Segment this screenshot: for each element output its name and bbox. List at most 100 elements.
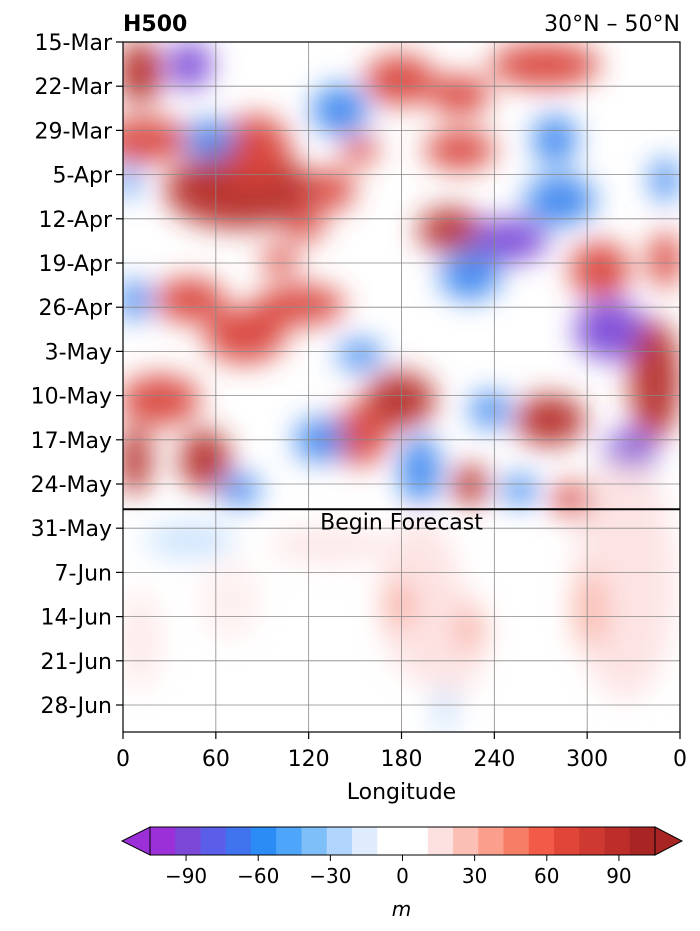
forecast-anomaly-blob bbox=[386, 580, 414, 630]
anomaly-blob bbox=[155, 278, 225, 322]
anomaly-blob bbox=[418, 208, 482, 252]
anomaly-blob bbox=[123, 42, 162, 104]
anomaly-blob bbox=[338, 340, 382, 370]
colorbar-segment bbox=[579, 827, 605, 855]
y-tick-label: 22-Mar bbox=[35, 75, 113, 100]
grid-lines bbox=[123, 42, 680, 732]
y-tick-label: 31-May bbox=[31, 517, 112, 542]
forecast-anomaly-blob bbox=[456, 605, 484, 655]
anomaly-blob bbox=[342, 136, 378, 164]
anomaly-blob bbox=[525, 175, 595, 225]
x-tick-label: 120 bbox=[288, 747, 330, 772]
anomaly-blob bbox=[365, 372, 435, 428]
y-tick-label: 15-Mar bbox=[35, 31, 113, 56]
colorbar-under-triangle bbox=[120, 826, 151, 856]
colorbar: −90 −60 −30 0 30 60 90 bbox=[120, 826, 684, 888]
y-axis: 15-Mar 22-Mar 29-Mar 5-Apr 12-Apr 19-Apr 26-Ap… bbox=[31, 31, 123, 719]
colorbar-segment bbox=[225, 827, 252, 855]
anomaly-blob bbox=[570, 242, 630, 298]
anomaly-blob bbox=[630, 320, 680, 440]
colorbar-tick-label: 30 bbox=[462, 864, 487, 888]
anomaly-blob bbox=[123, 118, 190, 162]
anomaly-blob bbox=[472, 218, 548, 262]
colorbar-tick-label: −30 bbox=[309, 864, 351, 888]
y-tick-label: 21-Jun bbox=[40, 650, 112, 675]
colorbar-segment bbox=[301, 827, 328, 855]
anomaly-blob bbox=[123, 280, 151, 320]
anomaly-blob bbox=[332, 405, 388, 465]
anomaly-blob bbox=[220, 115, 290, 185]
colorbar-segment bbox=[478, 827, 504, 855]
colorbar-label: m bbox=[392, 897, 411, 921]
anomaly-blob bbox=[312, 85, 368, 135]
colorbar-segment bbox=[554, 827, 580, 855]
anomaly-blob bbox=[123, 425, 151, 495]
anomaly-blob bbox=[365, 55, 435, 105]
colorbar-segment bbox=[503, 827, 530, 855]
anomaly-blob bbox=[649, 232, 680, 288]
colorbar-tick-label: 90 bbox=[606, 864, 631, 888]
colorbar-tick-label: 0 bbox=[396, 864, 409, 888]
plot-area: Begin Forecast bbox=[122, 41, 681, 733]
y-tick-label: 5-Apr bbox=[52, 164, 112, 189]
anomaly-blob bbox=[490, 43, 600, 87]
colorbar-segment bbox=[150, 827, 176, 855]
x-tick-label: 0 bbox=[673, 747, 687, 772]
anomaly-blob bbox=[205, 307, 285, 363]
anomaly-blob bbox=[220, 474, 260, 506]
forecast-anomaly-blob bbox=[123, 590, 160, 690]
x-axis: 0 60 120 180 240 300 0 bbox=[116, 732, 687, 772]
colorbar-segment bbox=[352, 827, 378, 855]
anomaly-blob bbox=[185, 120, 235, 160]
forecast-anomaly-blob bbox=[572, 570, 608, 650]
anomaly-blob bbox=[651, 158, 679, 202]
colorbar-over-triangle bbox=[654, 826, 684, 856]
anomaly-blob bbox=[425, 130, 495, 170]
anomaly-blob bbox=[305, 170, 355, 210]
y-tick-label: 3-May bbox=[45, 340, 112, 365]
chart-title-right: 30°N – 50°N bbox=[544, 12, 680, 37]
forecast-anomaly-blob bbox=[145, 522, 235, 558]
y-tick-label: 12-Apr bbox=[38, 208, 112, 233]
y-tick-label: 24-May bbox=[31, 473, 112, 498]
y-tick-label: 29-Mar bbox=[35, 119, 113, 144]
x-tick-label: 300 bbox=[566, 747, 608, 772]
colorbar-segment bbox=[200, 827, 227, 855]
x-axis-label: Longitude bbox=[347, 780, 456, 805]
y-tick-label: 17-May bbox=[31, 429, 112, 454]
forecast-anomaly-blob bbox=[200, 560, 260, 640]
forecast-anomaly-blob bbox=[270, 527, 390, 563]
forecast-anomaly-blob bbox=[435, 685, 455, 732]
colorbar-segment bbox=[528, 827, 555, 855]
colorbar-tick-label: −90 bbox=[165, 864, 207, 888]
x-tick-label: 240 bbox=[473, 747, 515, 772]
colorbar-segment bbox=[326, 827, 353, 855]
colorbar-tick-label: −60 bbox=[237, 864, 279, 888]
anomaly-blob bbox=[400, 435, 440, 505]
anomaly-blob bbox=[440, 250, 500, 300]
colorbar-segment bbox=[377, 827, 403, 855]
y-tick-label: 26-Apr bbox=[38, 296, 112, 321]
colorbar-segment bbox=[453, 827, 479, 855]
anomaly-field bbox=[123, 42, 680, 732]
y-tick-label: 14-Jun bbox=[40, 606, 112, 631]
anomaly-blob bbox=[452, 465, 488, 505]
forecast-annotation: Begin Forecast bbox=[320, 510, 483, 535]
x-tick-label: 180 bbox=[381, 747, 423, 772]
colorbar-segment bbox=[175, 827, 201, 855]
colorbar-segment bbox=[629, 827, 656, 855]
colorbar-segment bbox=[276, 827, 302, 855]
anomaly-blob bbox=[533, 115, 577, 165]
colorbar-tick-label: 60 bbox=[534, 864, 559, 888]
chart-title-left: H500 bbox=[123, 12, 187, 37]
anomaly-blob bbox=[575, 300, 645, 360]
y-tick-label: 28-Jun bbox=[40, 694, 112, 719]
anomaly-blob bbox=[430, 75, 490, 115]
anomaly-blob bbox=[515, 395, 585, 445]
anomaly-blob bbox=[502, 475, 538, 505]
anomaly-blob bbox=[255, 285, 345, 325]
colorbar-segment bbox=[427, 827, 454, 855]
colorbar-segment bbox=[251, 827, 277, 855]
y-tick-label: 7-Jun bbox=[54, 561, 112, 586]
